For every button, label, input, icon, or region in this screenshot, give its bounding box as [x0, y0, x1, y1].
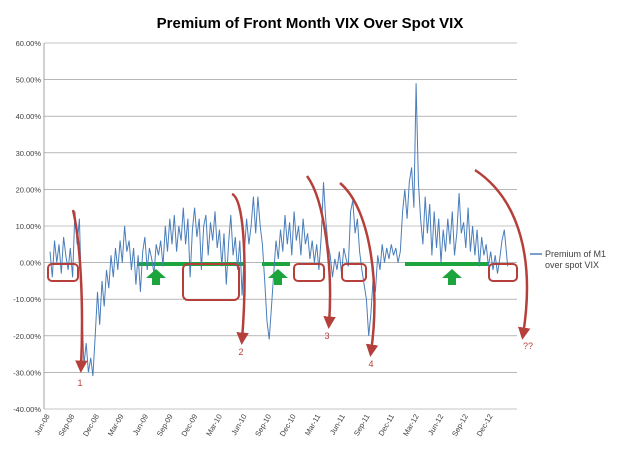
red-arrow-5	[474, 168, 531, 340]
red-box-3	[293, 263, 325, 282]
chart-title: Premium of Front Month VIX Over Spot VIX	[157, 15, 464, 32]
red-box-4	[341, 263, 367, 282]
x-tick-label: Mar-10	[204, 413, 224, 438]
red-arrow-4	[339, 182, 379, 357]
x-tick-label: Mar-12	[401, 413, 421, 438]
annotation-marker-1: 1	[77, 378, 82, 388]
red-box-5	[488, 263, 518, 282]
legend-label-line-2: over spot VIX	[545, 260, 599, 270]
annotation-marker-5: ??	[523, 341, 533, 351]
x-tick-label: Dec-10	[278, 413, 298, 438]
x-tick-label: Sep-12	[450, 413, 470, 438]
annotation-marker-4: 4	[368, 359, 373, 369]
y-tick-label: 60.00%	[16, 39, 42, 48]
x-tick-label: Sep-08	[56, 413, 76, 438]
red-arrow-1	[71, 209, 88, 373]
y-tick-label: -10.00%	[13, 295, 41, 304]
x-tick-label: Jun-12	[426, 413, 445, 437]
x-tick-label: Dec-12	[475, 413, 495, 438]
annotation-marker-2: 2	[238, 347, 243, 357]
x-axis-tick-labels: Jun-08 Sep-08 Dec-08 Mar-09 Jun-09 Sep-09 Dec-…	[32, 413, 494, 438]
legend-label-line-1: Premium of M1	[545, 249, 606, 259]
x-tick-label: Sep-09	[155, 413, 175, 438]
red-box-1	[47, 263, 79, 282]
x-tick-label: Mar-09	[106, 413, 126, 438]
y-tick-label: -20.00%	[13, 332, 41, 341]
x-tick-label: Mar-11	[303, 413, 322, 438]
gridlines	[43, 42, 517, 410]
red-arrow-3	[305, 175, 336, 329]
y-tick-label: 10.00%	[16, 222, 42, 231]
x-tick-label: Sep-10	[253, 413, 273, 438]
red-box-2	[182, 263, 240, 301]
y-tick-label: 30.00%	[16, 149, 42, 158]
red-curved-arrows	[71, 168, 531, 373]
y-tick-label: 20.00%	[16, 185, 42, 194]
green-up-arrows	[146, 269, 462, 285]
y-tick-label: 50.00%	[16, 76, 42, 85]
series-line-premium	[49, 83, 509, 377]
annotation-marker-3: 3	[324, 331, 329, 341]
y-tick-label: 40.00%	[16, 112, 42, 121]
x-tick-label: Dec-09	[179, 413, 199, 438]
red-arrow-2	[231, 192, 249, 345]
x-tick-label: Jun-09	[131, 413, 150, 437]
annotation-markers: 1 2 3 4 ??	[77, 331, 533, 388]
green-up-arrow-2	[268, 269, 288, 285]
legend: Premium of M1 over spot VIX	[530, 249, 606, 270]
x-tick-label: Dec-08	[81, 413, 101, 438]
y-tick-label: -30.00%	[13, 368, 41, 377]
green-up-arrow-1	[146, 269, 166, 285]
y-tick-label: 0.00%	[20, 259, 42, 268]
x-tick-label: Dec-11	[377, 413, 397, 438]
x-tick-label: Jun-10	[229, 413, 248, 437]
red-highlight-boxes	[47, 263, 518, 301]
y-tick-label: -40.00%	[13, 405, 41, 414]
green-up-arrow-3	[442, 269, 462, 285]
x-tick-label: Jun-11	[328, 413, 347, 437]
x-tick-label: Jun-08	[32, 413, 51, 437]
x-tick-label: Sep-11	[352, 413, 372, 438]
y-axis-tick-labels: 60.00% 50.00% 40.00% 30.00% 20.00% 10.00% 0.00…	[13, 39, 41, 414]
